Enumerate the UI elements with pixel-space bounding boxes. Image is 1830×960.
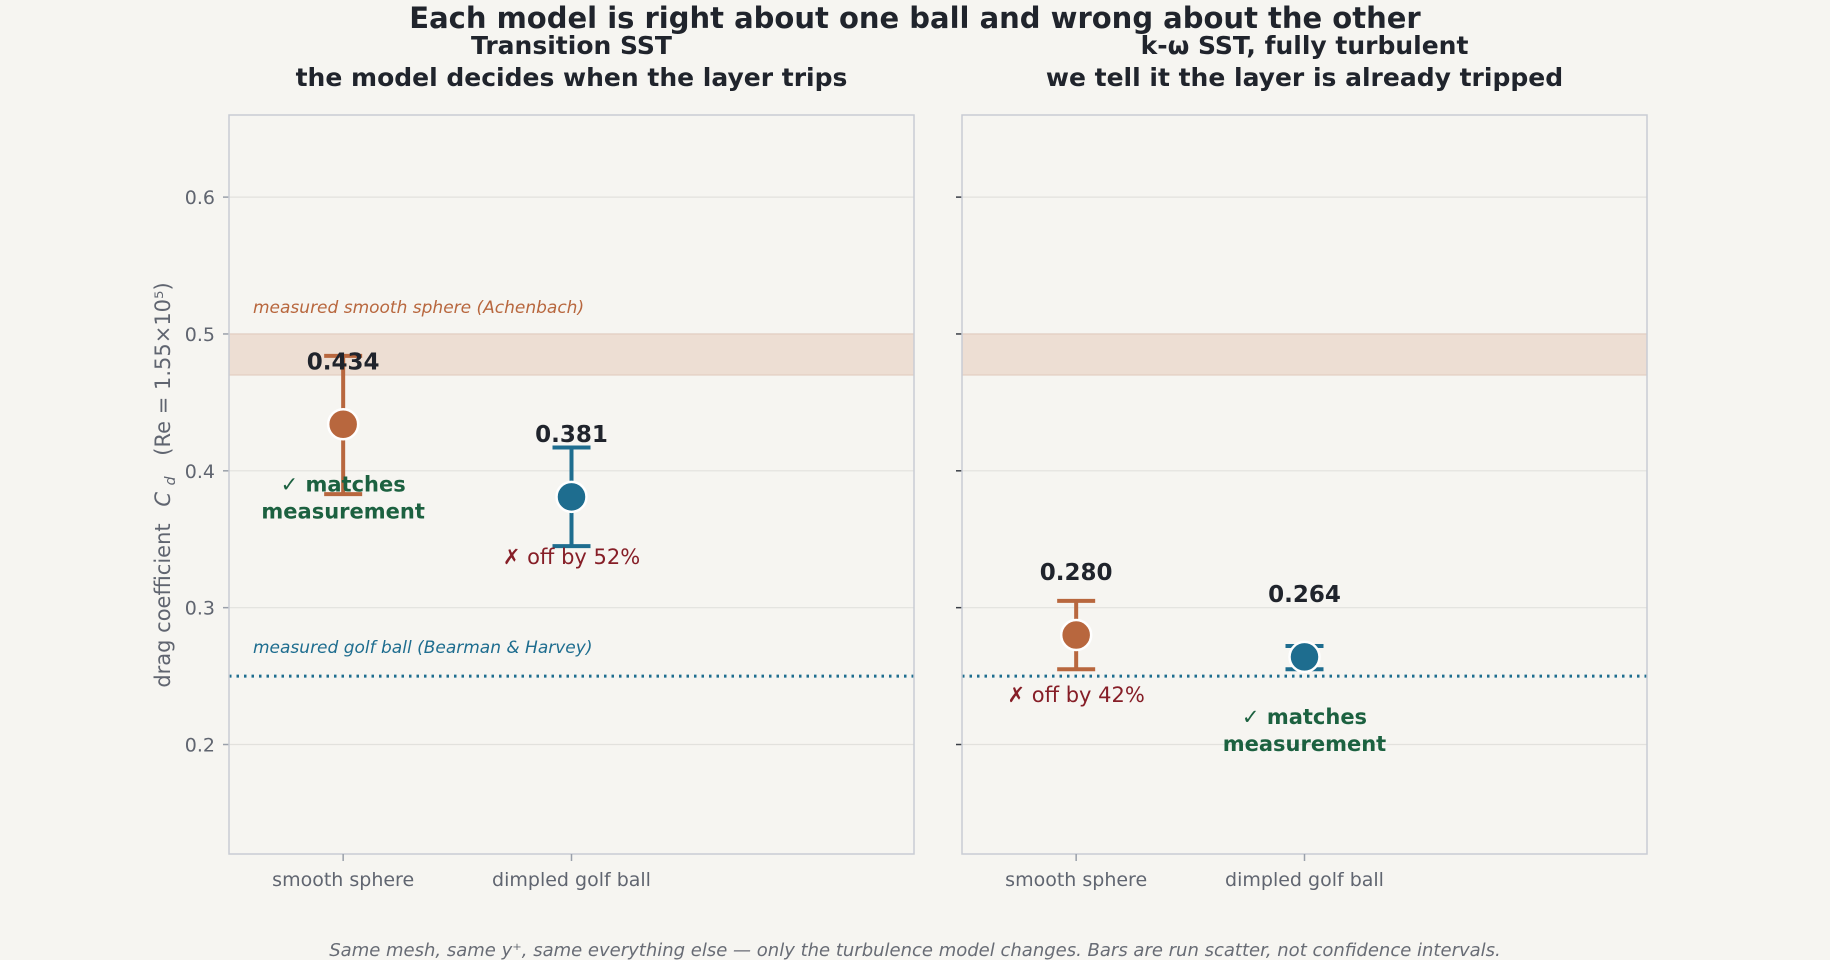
y-tick-label: 0.4	[185, 461, 215, 483]
smooth-reference-label: measured smooth sphere (Achenbach)	[253, 298, 584, 318]
x-tick-label: smooth sphere	[272, 869, 414, 891]
data-point-smooth-sphere: 0.280 ✗ off by 42%	[1007, 560, 1144, 707]
y-tick-label: 0.2	[185, 735, 215, 757]
verdict-label: ✓ matches	[281, 472, 406, 496]
x-tick-label: dimpled golf ball	[492, 869, 651, 891]
y-axis-label-prefix: drag coefficient	[151, 523, 175, 687]
y-axis-label-symbol: C	[151, 492, 175, 507]
panels: Transition SST the model decides when the…	[185, 31, 1648, 891]
verdict-label-line2: measurement	[261, 499, 424, 523]
panel-subtitle: the model decides when the layer trips	[296, 63, 848, 92]
x-tick-label: dimpled golf ball	[1225, 869, 1384, 891]
value-label: 0.434	[307, 349, 380, 375]
panel-2: k-ω SST, fully turbulent we tell it the l…	[956, 31, 1648, 891]
data-point-golf-ball: 0.381 ✗ off by 52%	[503, 422, 640, 569]
verdict-label: ✗ off by 42%	[1007, 683, 1144, 707]
panel-subtitle: we tell it the layer is already tripped	[1046, 63, 1563, 92]
y-tick-label: 0.6	[185, 187, 215, 209]
data-point-smooth-sphere: 0.434 ✓ matches measurement	[261, 349, 424, 523]
y-axis-label: drag coefficient C d (Re = 1.55×10⁵)	[151, 282, 180, 687]
data-marker	[1059, 618, 1093, 652]
value-label: 0.381	[535, 422, 608, 448]
y-axis-label-suffix: (Re = 1.55×10⁵)	[151, 282, 175, 455]
golf-reference-label: measured golf ball (Bearman & Harvey)	[253, 638, 592, 658]
y-axis-label-subscript: d	[163, 476, 179, 485]
x-tick-label: smooth sphere	[1005, 869, 1147, 891]
data-marker	[555, 480, 588, 514]
data-point-golf-ball: 0.264 ✓ matches measurement	[1223, 582, 1386, 756]
value-label: 0.264	[1268, 582, 1341, 608]
value-label: 0.280	[1040, 560, 1113, 586]
verdict-label: ✓ matches	[1242, 705, 1367, 729]
panel-title: k-ω SST, fully turbulent	[1141, 31, 1469, 60]
data-marker	[326, 408, 360, 441]
panel-title: Transition SST	[471, 31, 672, 60]
verdict-label-line2: measurement	[1223, 732, 1386, 756]
smooth-reference-band	[961, 333, 1648, 376]
plot-area	[962, 115, 1647, 854]
verdict-label: ✗ off by 52%	[503, 545, 640, 569]
footnote: Same mesh, same y⁺, same everything else…	[329, 940, 1501, 960]
chart-title: Each model is right about one ball and w…	[409, 1, 1421, 35]
panel-1: Transition SST the model decides when the…	[185, 31, 915, 891]
y-tick-label: 0.3	[185, 598, 215, 620]
y-tick-label: 0.5	[185, 324, 215, 346]
data-marker	[1288, 640, 1321, 674]
